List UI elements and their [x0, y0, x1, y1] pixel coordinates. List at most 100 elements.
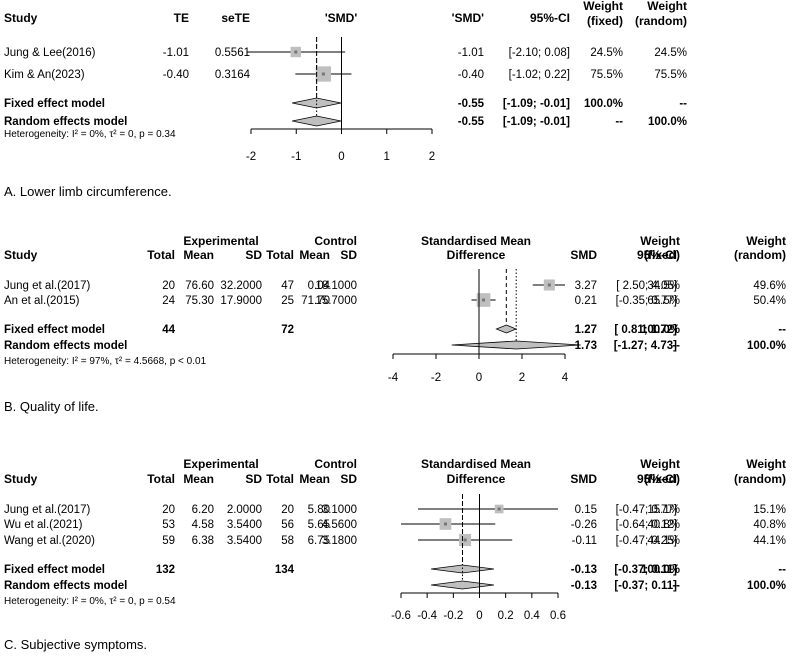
col-header-plot: Standardised Mean	[421, 457, 531, 471]
col-header-ctl-sd: SD	[340, 248, 357, 262]
study-ctl-total: 20	[281, 504, 294, 516]
col-header-weight-fixed: Weight	[583, 0, 623, 13]
col-header-experimental: Experimental	[183, 234, 258, 248]
fixed-diamond	[292, 97, 342, 109]
caption: A. Lower limb circumference.	[4, 184, 172, 199]
study-weight-fixed: 65.5%	[647, 295, 680, 307]
study-smd: -0.26	[571, 519, 597, 531]
study-exp-mean: 6.20	[192, 504, 214, 516]
study-weight-fixed: 15.1%	[647, 504, 680, 516]
col-header-weight-random-sub: (random)	[734, 248, 786, 262]
random-weight-fixed: --	[672, 340, 680, 352]
study-weight-random: 44.1%	[753, 535, 786, 547]
study-exp-sd: 32.2000	[220, 280, 262, 292]
study-name: Wang et al.(2020)	[4, 535, 95, 547]
x-tick-label: 2	[429, 151, 435, 163]
col-header-smd: 'SMD'	[452, 11, 485, 25]
study-point	[497, 507, 501, 511]
study-ci: [-0.47; 0.25]	[616, 535, 677, 547]
col-header-smd: SMD	[570, 472, 597, 486]
x-tick-label: -0.4	[417, 610, 437, 622]
random-effects-label: Random effects model	[4, 340, 127, 352]
fixed-ctl-total: 72	[281, 324, 294, 336]
random-ci: [-1.09; -0.01]	[503, 116, 570, 128]
study-point	[463, 538, 467, 542]
x-tick-label: 2	[519, 372, 525, 384]
study-sete: 0.3164	[215, 69, 251, 81]
study-name: Kim & An(2023)	[4, 69, 85, 81]
random-smd: 1.73	[575, 340, 597, 352]
heterogeneity: Heterogeneity: I² = 0%, τ² = 0, p = 0.54	[4, 596, 176, 607]
fixed-weight-fixed: 100.0%	[584, 98, 623, 110]
col-header-exp-mean: Mean	[183, 248, 214, 262]
fixed-exp-total: 44	[162, 324, 175, 336]
random-diamond	[451, 340, 581, 350]
x-tick-label: -1	[291, 151, 301, 163]
col-header-ctl-total: Total	[266, 248, 294, 262]
x-tick-label: -2	[431, 372, 441, 384]
col-header-te: TE	[174, 11, 189, 25]
study-ctl-sd: 4.5600	[322, 519, 357, 531]
study-ctl-mean: 6.75	[308, 535, 330, 547]
col-header-weight-random-sub: (random)	[635, 14, 687, 28]
col-header-ci: 95%-CI	[637, 472, 677, 486]
x-tick-label: 0.6	[550, 610, 566, 622]
random-ci: [-0.37; 0.11]	[614, 580, 677, 592]
col-header-weight-fixed: Weight	[640, 457, 680, 471]
study-weight-random: 50.4%	[753, 295, 786, 307]
col-header-exp-sd: SD	[245, 472, 262, 486]
study-point	[321, 72, 325, 76]
random-diamond	[431, 580, 494, 590]
study-ctl-total: 58	[281, 535, 294, 547]
heterogeneity: Heterogeneity: I² = 0%, τ² = 0, p = 0.34	[4, 129, 176, 140]
study-weight-fixed: 44.1%	[647, 535, 680, 547]
col-header-exp-total: Total	[147, 472, 175, 486]
study-exp-mean: 75.30	[185, 295, 214, 307]
col-header-plot-sub: Difference	[447, 248, 506, 262]
fixed-effect-label: Fixed effect model	[4, 324, 105, 336]
study-ctl-sd: 3.1800	[322, 535, 357, 547]
x-tick-label: 0	[338, 151, 344, 163]
study-weight-fixed: 34.5%	[647, 280, 680, 292]
study-name: Jung et al.(2017)	[4, 504, 90, 516]
random-smd: -0.55	[458, 116, 485, 128]
study-point	[443, 522, 447, 526]
col-header-weight-random: Weight	[746, 234, 786, 248]
x-tick-label: 0	[476, 610, 482, 622]
fixed-ci: [-0.37; 0.11]	[614, 564, 677, 576]
random-weight-random: 100.0%	[747, 580, 786, 592]
random-weight-fixed: --	[672, 580, 680, 592]
study-ctl-mean: 71.70	[301, 295, 330, 307]
col-header-ctl-sd: SD	[340, 472, 357, 486]
fixed-smd: -0.13	[571, 564, 597, 576]
study-smd: 3.27	[575, 280, 597, 292]
study-ctl-total: 25	[281, 295, 294, 307]
study-smd: 0.15	[575, 504, 597, 516]
study-sete: 0.5561	[215, 47, 250, 59]
random-effects-label: Random effects model	[4, 580, 127, 592]
study-weight-random: 24.5%	[654, 47, 687, 59]
caption: B. Quality of life.	[4, 399, 99, 414]
col-header-ci: 95%-CI	[530, 11, 570, 25]
fixed-diamond	[495, 324, 518, 334]
col-header-control: Control	[314, 457, 357, 471]
random-smd: -0.13	[571, 580, 597, 592]
study-ctl-total: 47	[281, 280, 294, 292]
col-header-weight-fixed-sub: (fixed)	[644, 472, 680, 486]
x-tick-label: 0	[476, 372, 482, 384]
study-ctl-total: 56	[281, 519, 294, 531]
col-header-exp-sd: SD	[245, 248, 262, 262]
study-exp-mean: 6.38	[192, 535, 214, 547]
study-weight-fixed: 40.8%	[647, 519, 680, 531]
random-weight-random: 100.0%	[747, 340, 786, 352]
study-ctl-mean: 0.04	[308, 280, 331, 292]
col-header-weight-fixed-sub: (fixed)	[587, 14, 623, 28]
col-header-experimental: Experimental	[183, 457, 258, 471]
fixed-smd: -0.55	[458, 98, 485, 110]
study-point	[482, 298, 486, 302]
col-header-weight-random-sub: (random)	[734, 472, 786, 486]
col-header-plot: 'SMD'	[325, 11, 358, 25]
col-header-ctl-total: Total	[266, 472, 294, 486]
col-header-weight-random: Weight	[647, 0, 687, 13]
